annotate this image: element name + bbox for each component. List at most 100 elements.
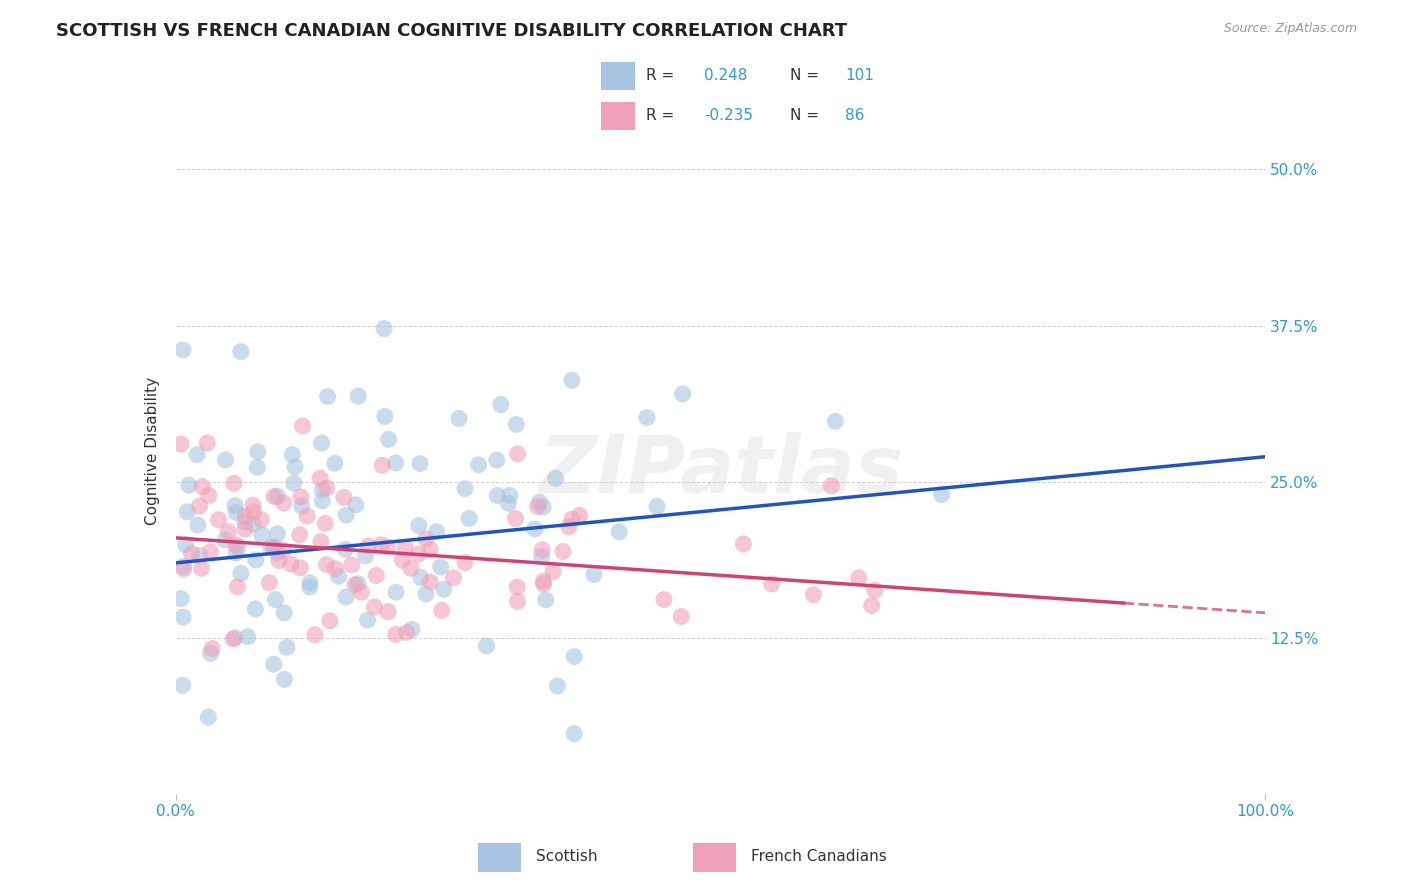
- Point: [319, 614, 342, 628]
- Text: R =: R =: [645, 108, 679, 123]
- Point: [529, 495, 551, 509]
- Point: [271, 543, 294, 558]
- Point: [454, 556, 477, 570]
- Point: [761, 577, 783, 591]
- Point: [288, 527, 311, 541]
- Point: [652, 592, 675, 607]
- Point: [201, 641, 224, 656]
- Point: [246, 444, 269, 458]
- Y-axis label: Cognitive Disability: Cognitive Disability: [145, 376, 160, 524]
- Point: [391, 553, 413, 567]
- Point: [246, 460, 269, 475]
- Point: [377, 605, 399, 619]
- Point: [409, 571, 432, 585]
- Point: [546, 679, 568, 693]
- Point: [366, 568, 388, 582]
- Point: [415, 532, 437, 546]
- Point: [273, 673, 295, 687]
- Point: [406, 547, 429, 561]
- Point: [582, 567, 605, 582]
- Point: [377, 433, 399, 447]
- Point: [863, 583, 886, 598]
- Point: [558, 520, 581, 534]
- Point: [295, 508, 318, 523]
- Point: [384, 627, 406, 641]
- Point: [395, 625, 418, 640]
- Point: [225, 505, 247, 519]
- Point: [197, 710, 219, 724]
- Point: [263, 489, 285, 503]
- FancyBboxPatch shape: [478, 843, 522, 872]
- Point: [801, 588, 824, 602]
- Point: [325, 562, 347, 576]
- Point: [198, 488, 221, 502]
- Point: [419, 574, 441, 589]
- FancyBboxPatch shape: [600, 102, 636, 130]
- Point: [430, 603, 453, 617]
- Point: [485, 453, 508, 467]
- Point: [200, 545, 222, 559]
- Point: [562, 649, 585, 664]
- Text: 86: 86: [845, 108, 865, 123]
- Point: [385, 585, 408, 599]
- Point: [340, 558, 363, 572]
- Point: [225, 538, 247, 552]
- Point: [264, 592, 287, 607]
- Point: [533, 577, 555, 591]
- Point: [568, 508, 591, 523]
- Point: [314, 516, 336, 531]
- Point: [530, 549, 553, 564]
- Point: [636, 410, 658, 425]
- Point: [561, 512, 583, 526]
- Point: [370, 538, 392, 552]
- Point: [207, 513, 229, 527]
- Point: [531, 500, 554, 514]
- Point: [311, 483, 333, 497]
- Point: [733, 537, 755, 551]
- Text: Source: ZipAtlas.com: Source: ZipAtlas.com: [1223, 22, 1357, 36]
- Point: [174, 538, 197, 552]
- Point: [335, 508, 357, 522]
- Point: [229, 566, 252, 581]
- Point: [172, 610, 194, 624]
- Point: [409, 457, 432, 471]
- Point: [426, 524, 449, 539]
- Point: [335, 542, 357, 557]
- Point: [250, 528, 273, 542]
- Point: [276, 640, 298, 655]
- Point: [177, 478, 200, 492]
- Point: [526, 500, 548, 514]
- Point: [242, 505, 264, 519]
- Point: [458, 511, 481, 525]
- Point: [311, 493, 333, 508]
- Point: [222, 476, 245, 491]
- Point: [363, 600, 385, 615]
- Text: 0.248: 0.248: [704, 69, 748, 84]
- Point: [506, 447, 529, 461]
- Point: [607, 524, 630, 539]
- Point: [200, 646, 222, 660]
- Point: [186, 448, 208, 462]
- Point: [170, 591, 193, 606]
- Point: [371, 458, 394, 473]
- Point: [188, 549, 211, 563]
- Text: N =: N =: [790, 108, 824, 123]
- Text: R =: R =: [645, 69, 679, 84]
- Point: [222, 632, 245, 646]
- Point: [190, 561, 212, 575]
- Point: [250, 513, 273, 527]
- Point: [401, 623, 423, 637]
- Point: [346, 576, 368, 591]
- Point: [531, 542, 554, 557]
- Point: [233, 515, 256, 529]
- Point: [467, 458, 489, 472]
- Point: [498, 496, 520, 510]
- Point: [259, 575, 281, 590]
- Point: [233, 522, 256, 536]
- Point: [357, 539, 380, 553]
- Point: [541, 565, 564, 579]
- Point: [820, 479, 842, 493]
- Point: [263, 541, 285, 555]
- Point: [315, 558, 337, 572]
- Text: 101: 101: [845, 69, 875, 84]
